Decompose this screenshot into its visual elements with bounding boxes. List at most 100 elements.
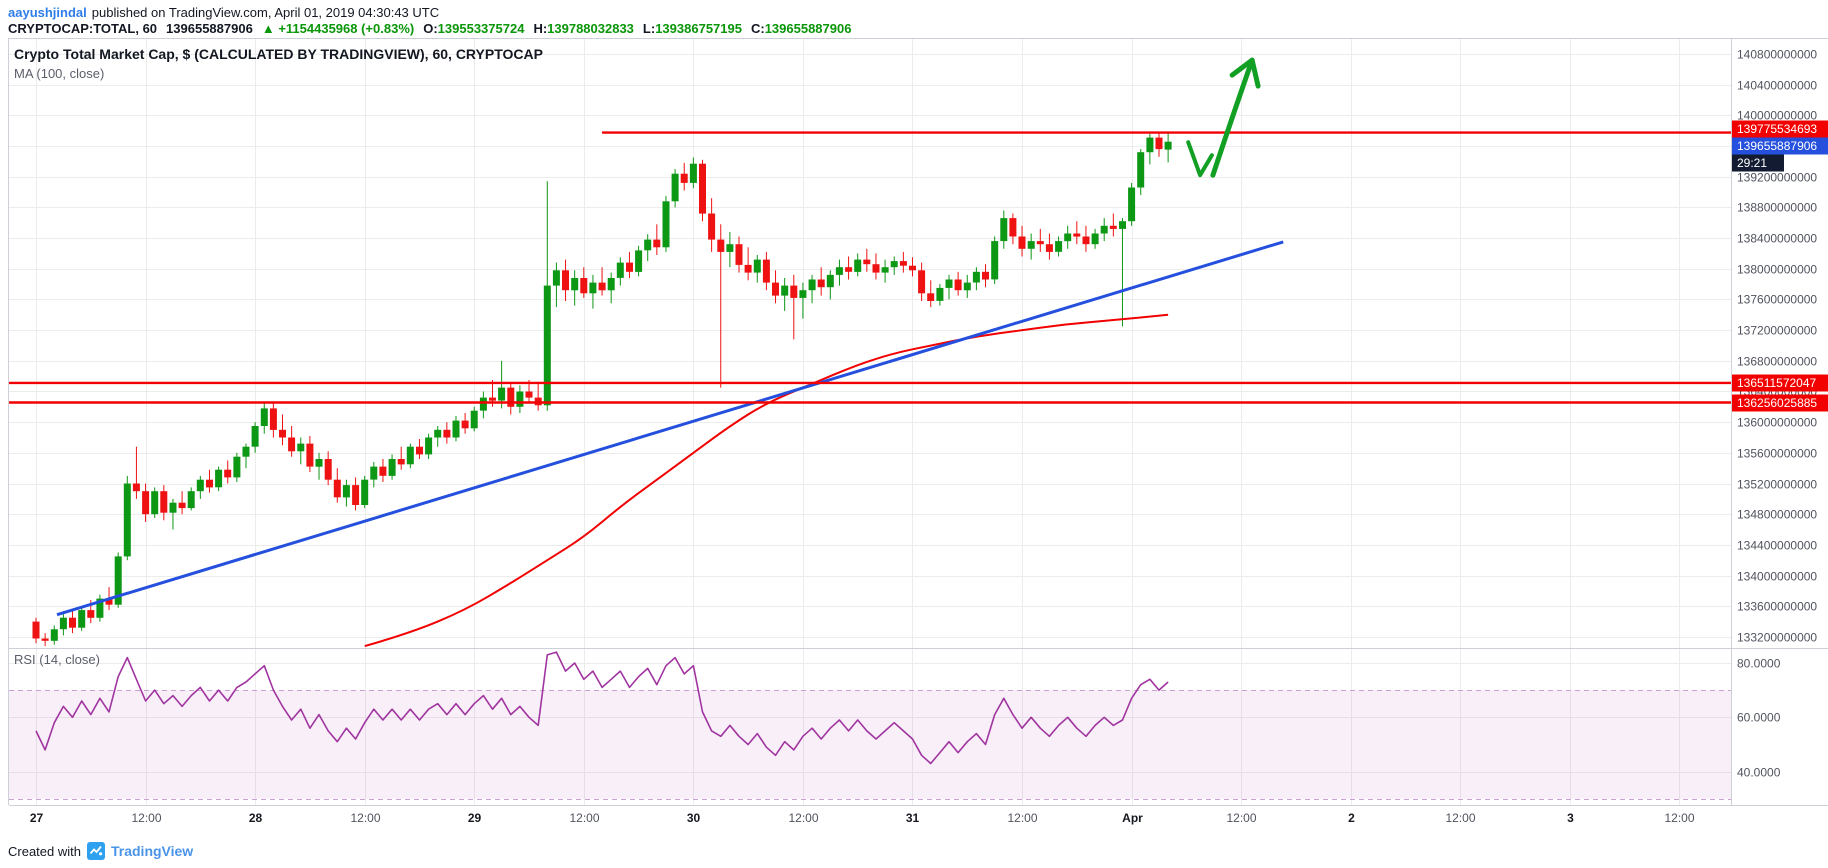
time-axis-label[interactable]: 29 <box>468 811 482 825</box>
candle-body <box>69 617 76 628</box>
candle-body <box>772 282 779 296</box>
candle-body <box>982 271 989 280</box>
watermark: Created with TradingView <box>8 842 193 860</box>
candle-body <box>306 443 314 467</box>
candle-body <box>470 410 478 429</box>
candle-body <box>708 213 716 240</box>
price-axis-label: 135600000000 <box>1737 447 1817 461</box>
support2-price-tag <box>1732 394 1828 412</box>
time-axis-label[interactable]: 12:00 <box>1664 811 1694 825</box>
candle-body <box>516 391 524 407</box>
candle-body <box>808 279 816 291</box>
author-link[interactable]: aayushjindal <box>8 5 87 20</box>
candle-body <box>899 261 907 266</box>
last-price-tag-label: 139655887906 <box>1737 139 1817 153</box>
rsi-line <box>35 651 1169 765</box>
candle-body <box>1119 221 1126 229</box>
candle-body <box>1018 236 1026 249</box>
candle-body <box>735 244 743 265</box>
candle-body <box>397 459 405 465</box>
arrow-head-icon[interactable] <box>1229 57 1261 89</box>
time-axis-label[interactable]: 12:00 <box>788 811 818 825</box>
time-axis-label[interactable]: 12:00 <box>1226 811 1256 825</box>
candle-body <box>552 270 560 286</box>
time-axis-label[interactable]: 12:00 <box>350 811 380 825</box>
last-price-tag <box>1732 137 1828 155</box>
candle-body <box>333 479 341 498</box>
time-axis-label[interactable]: Apr <box>1122 811 1143 825</box>
price-axis-label: 139200000000 <box>1737 171 1817 185</box>
created-with-label: Created with <box>8 843 81 859</box>
time-axis-label[interactable]: 3 <box>1567 811 1574 825</box>
candle-body <box>872 264 880 273</box>
candle-body <box>178 502 186 509</box>
price-axis-label: 137200000000 <box>1737 324 1817 338</box>
candle-body <box>1082 236 1090 245</box>
candle-body <box>1000 218 1008 242</box>
price-axis-label: 140000000000 <box>1737 109 1817 123</box>
candle-body <box>1155 137 1163 150</box>
time-axis-label[interactable]: 12:00 <box>1445 811 1475 825</box>
time-axis-label[interactable]: 12:00 <box>131 811 161 825</box>
candle-body <box>616 262 624 278</box>
candle-body <box>954 279 962 291</box>
candle-body <box>607 278 615 291</box>
candle-body <box>562 270 569 291</box>
candle-body <box>644 239 652 251</box>
candle-body <box>251 426 259 447</box>
candle-body <box>1036 241 1044 245</box>
candle-body <box>342 485 350 498</box>
candle-body <box>489 397 496 401</box>
candle-body <box>653 239 661 248</box>
arrow-shaft[interactable] <box>1210 57 1255 178</box>
candle-body <box>909 265 916 271</box>
price-axis-label: 134400000000 <box>1737 539 1817 553</box>
candle-body <box>196 479 204 492</box>
candle-body <box>425 437 433 455</box>
time-axis-label[interactable]: 31 <box>906 811 920 825</box>
tradingview-brand-link[interactable]: TradingView <box>110 843 194 859</box>
candle-body <box>50 629 58 641</box>
candle-body <box>169 502 177 513</box>
candle-body <box>297 443 305 452</box>
candle-body <box>406 446 414 465</box>
price-axis-label: 136000000000 <box>1737 416 1817 430</box>
symbol-interval: CRYPTOCAP:TOTAL, 60 <box>8 21 158 36</box>
time-axis-label[interactable]: 12:00 <box>569 811 599 825</box>
candle-body <box>881 267 889 273</box>
candle-body <box>215 469 223 488</box>
countdown-tag <box>1732 154 1784 172</box>
time-axis-label[interactable]: 28 <box>249 811 263 825</box>
price-axis-label: 138000000000 <box>1737 263 1817 277</box>
candle-body <box>1100 225 1108 234</box>
candle-body <box>1055 241 1063 252</box>
candle-body <box>972 271 980 283</box>
candle-body <box>762 259 770 283</box>
candle-body <box>507 387 515 407</box>
candle-body <box>1027 241 1035 249</box>
trendline-support[interactable] <box>56 240 1284 617</box>
candle-body <box>826 274 834 288</box>
candle-body <box>434 429 442 438</box>
time-axis-label[interactable]: 27 <box>30 811 44 825</box>
candle-body <box>233 456 241 478</box>
candle-body <box>571 278 579 291</box>
candle-body <box>936 287 944 301</box>
candle-body <box>589 282 597 294</box>
candle-body <box>799 290 807 298</box>
time-axis-label[interactable]: 12:00 <box>1007 811 1037 825</box>
last-price-value: 139655887906 <box>166 21 253 36</box>
price-change: ▲ +1154435968 (+0.83%) <box>262 21 414 36</box>
rsi-legend[interactable]: RSI (14, close) <box>14 652 100 667</box>
time-axis-label[interactable]: 30 <box>687 811 701 825</box>
time-axis-label[interactable]: 2 <box>1348 811 1355 825</box>
low-value: L:139386757195 <box>642 21 742 36</box>
candle-body <box>288 437 296 452</box>
candle-body <box>817 279 825 288</box>
candle-body <box>324 459 332 480</box>
candle-body <box>781 285 789 296</box>
ma-legend[interactable]: MA (100, close) <box>14 66 105 81</box>
check-drawing[interactable] <box>1186 140 1214 178</box>
candle-body <box>863 259 871 265</box>
